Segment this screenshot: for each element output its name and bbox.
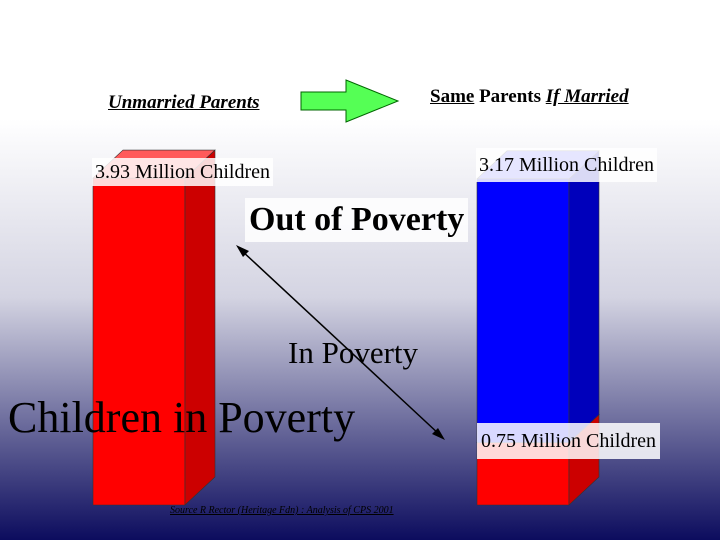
category-label-unmarried: Unmarried Parents <box>108 92 260 113</box>
category-label-married: Same Parents If Married <box>430 86 629 108</box>
bar-out-of-poverty-married-side <box>568 150 600 444</box>
right-arrow-icon <box>300 79 400 123</box>
chart-caption: Children in Poverty <box>8 393 356 442</box>
source-note: Source R Rector (Heritage Fdn) : Analysi… <box>170 505 394 516</box>
married-word-if-married: If Married <box>545 86 629 107</box>
series-label-in-poverty: In Poverty <box>288 335 419 370</box>
series-label-out-of-poverty: Out of Poverty <box>245 198 469 242</box>
married-word-parents: Parents <box>474 86 546 107</box>
bar-in-poverty-unmarried-front <box>92 177 186 506</box>
married-word-same: Same <box>430 86 475 107</box>
bar-in-poverty-unmarried-side <box>184 149 216 506</box>
data-label-in-poverty-value: 0.75 Million Children <box>477 423 660 459</box>
bar-out-of-poverty-married-front <box>476 178 570 443</box>
data-label-out-of-poverty-value: 3.17 Million Children <box>476 148 657 182</box>
double-headed-arrow-icon <box>236 245 445 440</box>
data-label-unmarried-value: 3.93 Million Children <box>92 158 273 186</box>
